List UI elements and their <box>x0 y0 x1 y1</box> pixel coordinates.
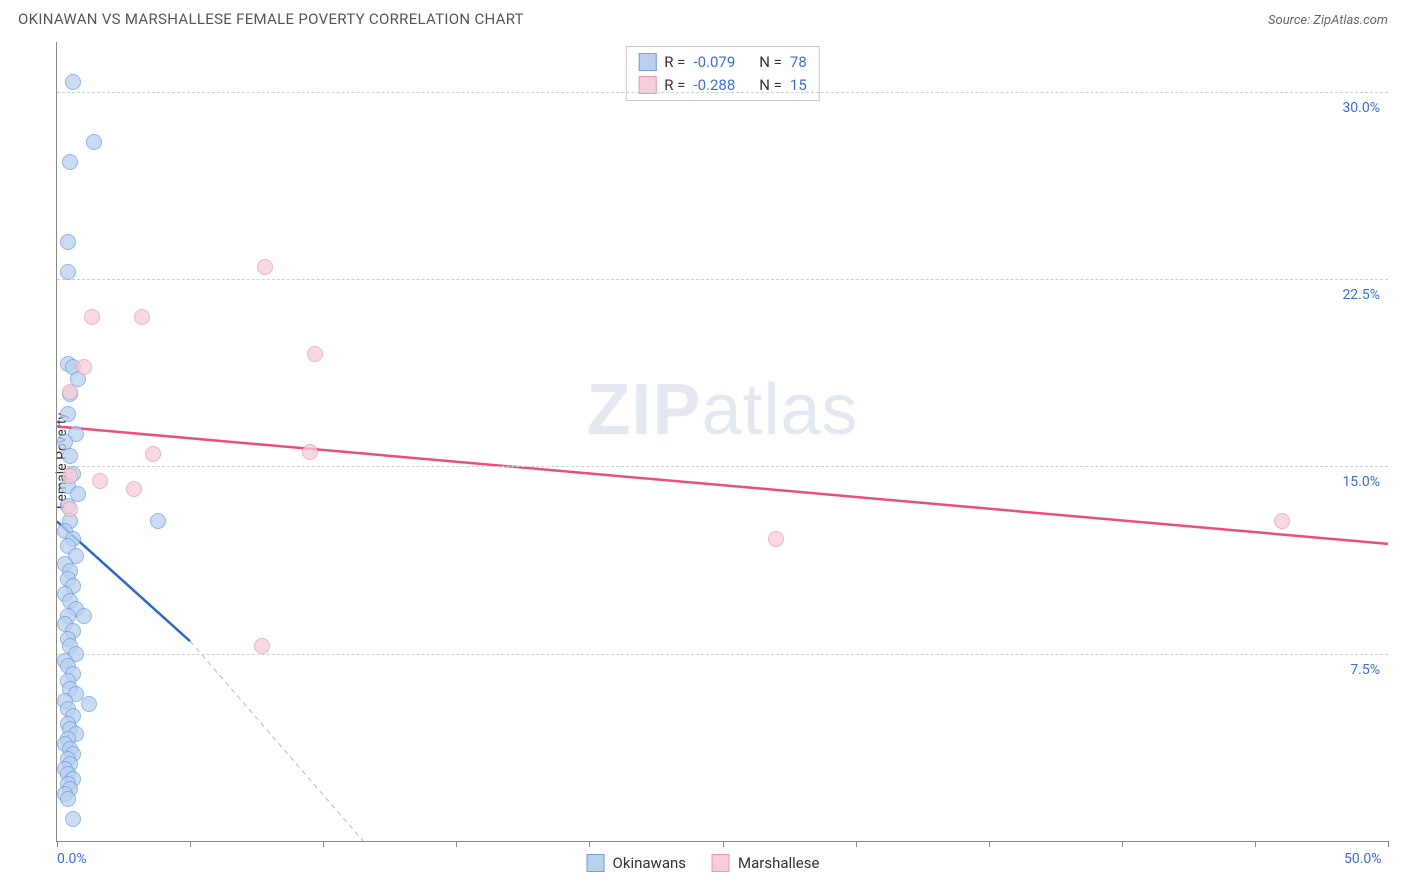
data-point <box>65 74 81 90</box>
chart-title: OKINAWAN VS MARSHALLESE FEMALE POVERTY C… <box>18 10 524 28</box>
data-point <box>62 384 78 400</box>
data-point <box>307 346 323 362</box>
data-point <box>76 359 92 375</box>
data-point <box>62 154 78 170</box>
source-attribution: Source: ZipAtlas.com <box>1268 13 1388 28</box>
data-point <box>126 481 142 497</box>
legend-item: Okinawans <box>587 854 686 872</box>
x-tick <box>723 841 724 847</box>
x-tick <box>1122 841 1123 847</box>
x-tick-label: 0.0% <box>57 851 87 867</box>
stat-label: R = <box>664 51 685 74</box>
legend-item: Marshallese <box>712 854 819 872</box>
gridline <box>57 466 1388 467</box>
x-tick <box>856 841 857 847</box>
stat-label: N = <box>759 51 782 74</box>
data-point <box>257 259 273 275</box>
stat-r-value: -0.079 <box>693 51 735 74</box>
x-tick <box>1388 841 1389 847</box>
x-tick <box>190 841 191 847</box>
gridline <box>57 654 1388 655</box>
gridline <box>57 92 1388 93</box>
legend-label: Okinawans <box>613 854 686 872</box>
data-point <box>86 134 102 150</box>
y-tick-label: 15.0% <box>1342 474 1380 490</box>
data-point <box>81 696 97 712</box>
chart-container: Female Poverty ZIPatlas R =-0.079N =78R … <box>18 42 1388 880</box>
data-point <box>62 448 78 464</box>
data-point <box>302 444 318 460</box>
stat-n-value: 78 <box>790 51 807 74</box>
data-point <box>150 513 166 529</box>
data-point <box>76 608 92 624</box>
x-tick-label: 50.0% <box>1344 851 1382 867</box>
x-tick <box>1255 841 1256 847</box>
legend-swatch <box>638 53 656 71</box>
data-point <box>60 406 76 422</box>
stats-row: R = -0.079 N = 78 <box>638 51 807 74</box>
data-point <box>134 309 150 325</box>
data-point <box>65 811 81 827</box>
data-point <box>768 531 784 547</box>
legend-swatch <box>587 854 605 872</box>
x-tick <box>456 841 457 847</box>
gridline <box>57 279 1388 280</box>
x-tick <box>323 841 324 847</box>
x-tick <box>989 841 990 847</box>
legend: Okinawans Marshallese <box>587 854 820 872</box>
legend-swatch <box>712 854 730 872</box>
y-tick-label: 7.5% <box>1350 662 1380 678</box>
trend-lines <box>57 42 1388 841</box>
data-point <box>1274 513 1290 529</box>
watermark: ZIPatlas <box>586 369 858 451</box>
plot-area: ZIPatlas R =-0.079N =78R =-0.288N =15 7.… <box>56 42 1388 842</box>
data-point <box>254 638 270 654</box>
y-tick-label: 22.5% <box>1342 287 1380 303</box>
data-point <box>60 264 76 280</box>
x-tick <box>589 841 590 847</box>
data-point <box>62 501 78 517</box>
data-point <box>62 468 78 484</box>
data-point <box>84 309 100 325</box>
data-point <box>60 234 76 250</box>
data-point <box>92 473 108 489</box>
x-tick <box>57 841 58 847</box>
data-point <box>60 791 76 807</box>
data-point <box>145 446 161 462</box>
data-point <box>57 434 73 450</box>
y-tick-label: 30.0% <box>1342 100 1380 116</box>
legend-label: Marshallese <box>738 854 819 872</box>
